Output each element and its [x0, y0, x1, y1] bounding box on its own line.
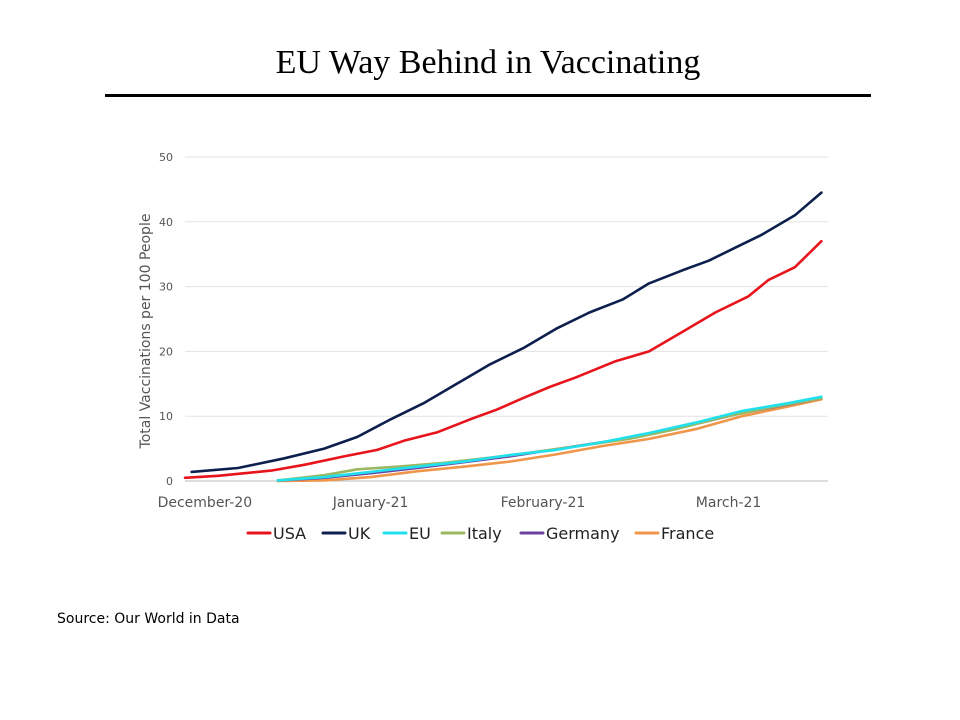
legend-item-france: France [634, 524, 714, 543]
x-tick-label: March-21 [696, 495, 762, 511]
x-axis-ticks: December-20 January-21 February-21 March-21 [158, 495, 762, 511]
title-underline [105, 94, 871, 97]
legend-label: France [661, 524, 714, 543]
legend-item-eu: EU [382, 524, 431, 543]
slide-title: EU Way Behind in Vaccinating [275, 44, 701, 81]
source-note: Source: Our World in Data [57, 611, 240, 627]
y-axis-title: Total Vaccinations per 100 People [138, 214, 154, 450]
x-tick-label: February-21 [501, 495, 586, 511]
y-tick-label: 30 [159, 281, 173, 294]
series-line-eu [276, 395, 823, 482]
y-tick-label: 10 [159, 410, 173, 423]
legend-label: USA [273, 524, 306, 543]
legend-label: UK [348, 524, 371, 543]
legend-item-italy: Italy [440, 524, 502, 543]
y-tick-label: 20 [159, 345, 173, 358]
y-tick-label: 50 [159, 151, 173, 164]
legend-label: EU [409, 524, 431, 543]
series-lines [183, 191, 823, 483]
x-tick-label: December-20 [158, 495, 253, 511]
legend-item-uk: UK [321, 524, 371, 543]
legend-item-germany: Germany [519, 524, 620, 543]
y-tick-label: 40 [159, 216, 173, 229]
legend-item-usa: USA [246, 524, 306, 543]
legend-label: Germany [546, 524, 620, 543]
series-line-usa [183, 239, 823, 480]
legend: USA UK EU Italy Germany France [246, 524, 714, 543]
legend-label: Italy [467, 524, 502, 543]
grid-lines [185, 156, 828, 482]
y-tick-label: 0 [166, 475, 173, 488]
series-line-france [276, 398, 823, 483]
series-line-uk [190, 191, 823, 474]
x-tick-label: January-21 [332, 495, 409, 511]
y-axis-ticks: 0 10 20 30 40 50 [159, 151, 173, 488]
